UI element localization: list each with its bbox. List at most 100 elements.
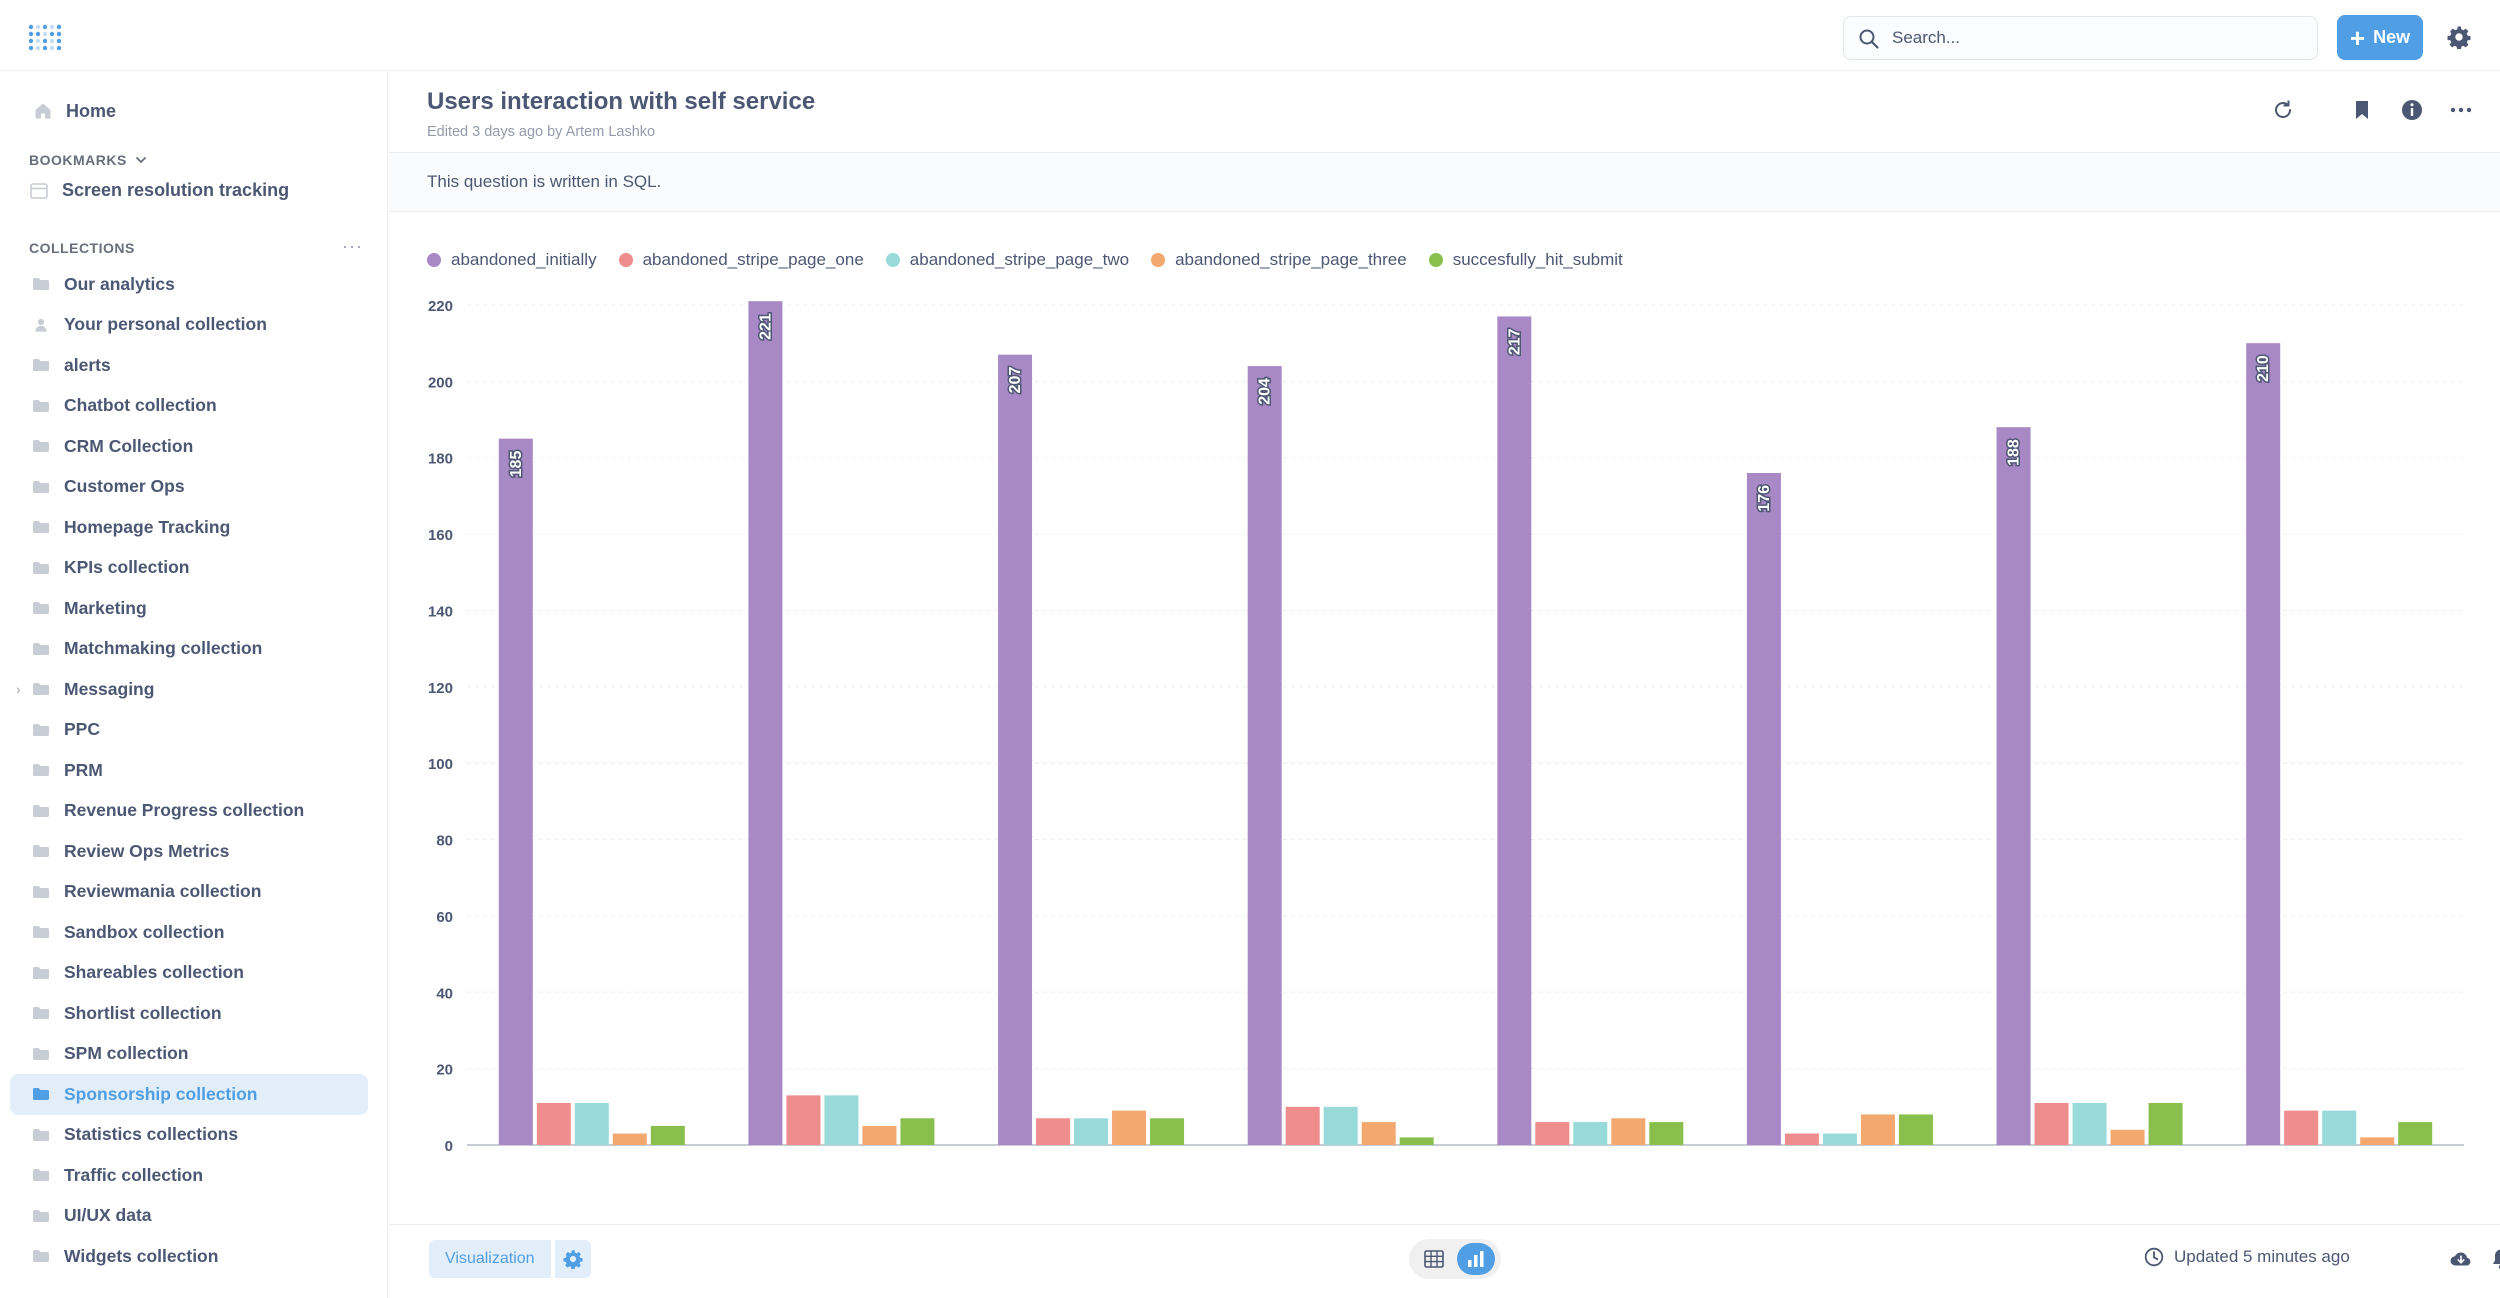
bar[interactable]	[748, 301, 783, 1145]
refresh-icon[interactable]	[2271, 98, 2295, 122]
bar[interactable]	[2360, 1137, 2395, 1145]
bar[interactable]	[824, 1095, 859, 1145]
bar[interactable]	[786, 1095, 821, 1145]
sidebar-collection-item[interactable]: Our analytics	[10, 264, 368, 305]
legend-item[interactable]: succesfully_hit_submit	[1428, 250, 1623, 270]
bar[interactable]	[612, 1133, 647, 1145]
sidebar-collection-item[interactable]: Chatbot collection	[10, 386, 368, 427]
bar[interactable]	[1898, 1114, 1933, 1145]
bar[interactable]	[2284, 1110, 2319, 1145]
gear-icon[interactable]	[2447, 25, 2471, 49]
sidebar-collection-item[interactable]: Sandbox collection	[10, 912, 368, 953]
bar[interactable]	[1573, 1122, 1608, 1145]
bar[interactable]	[900, 1118, 935, 1145]
sidebar-collection-label: KPIs collection	[64, 557, 190, 578]
bar[interactable]	[1361, 1122, 1396, 1145]
download-icon[interactable]	[2449, 1247, 2473, 1271]
bar[interactable]	[2398, 1122, 2433, 1145]
collections-more-icon[interactable]: ···	[342, 236, 363, 256]
sidebar-collection-item[interactable]: KPIs collection	[10, 548, 368, 589]
sidebar-collection-item[interactable]: Reviewmania collection	[10, 872, 368, 913]
bar[interactable]	[998, 354, 1033, 1145]
bar[interactable]	[1649, 1122, 1684, 1145]
sidebar-collection-item[interactable]: Customer Ops	[10, 467, 368, 508]
sidebar-collection-item[interactable]: Homepage Tracking	[10, 507, 368, 548]
sidebar-collection-item[interactable]: UI/UX data	[10, 1196, 368, 1237]
bookmark-icon[interactable]	[2350, 98, 2374, 122]
bar[interactable]	[1285, 1106, 1320, 1145]
bar[interactable]	[1746, 473, 1781, 1145]
sidebar-collection-item[interactable]: Widgets collection	[10, 1236, 368, 1277]
search-input[interactable]	[1892, 25, 2292, 51]
bar[interactable]	[1535, 1122, 1570, 1145]
sidebar-collection-item[interactable]: Sponsorship collection	[10, 1074, 368, 1115]
sidebar-item-home[interactable]: Home	[34, 96, 116, 126]
sidebar-collection-item[interactable]: PRM	[10, 750, 368, 791]
bar[interactable]	[1784, 1133, 1819, 1145]
bar[interactable]	[2034, 1103, 2069, 1145]
chart-view-button[interactable]	[1457, 1243, 1495, 1275]
sidebar-collection-item[interactable]: PPC	[10, 710, 368, 751]
bar[interactable]	[536, 1103, 571, 1145]
question-title[interactable]: Users interaction with self service	[427, 88, 816, 115]
bar[interactable]	[1247, 366, 1282, 1145]
bar[interactable]	[2110, 1129, 2145, 1145]
sidebar-collection-item[interactable]: Traffic collection	[10, 1155, 368, 1196]
bookmarks-section-toggle[interactable]: BOOKMARKS	[29, 152, 147, 168]
sidebar-collection-item[interactable]: Statistics collections	[10, 1115, 368, 1156]
legend-item[interactable]: abandoned_stripe_page_two	[885, 250, 1129, 270]
info-icon[interactable]	[2400, 98, 2424, 122]
sidebar-collection-label: Shortlist collection	[64, 1002, 222, 1023]
search-box[interactable]	[1843, 16, 2318, 60]
y-tick-label: 140	[428, 603, 453, 620]
table-view-button[interactable]	[1417, 1245, 1451, 1273]
person-icon	[35, 318, 47, 332]
sidebar-collection-item[interactable]: Revenue Progress collection	[10, 791, 368, 832]
visualization-button[interactable]: Visualization	[429, 1240, 551, 1278]
bar[interactable]	[1996, 427, 2031, 1145]
y-tick-label: 80	[436, 833, 453, 850]
bar[interactable]	[2072, 1103, 2107, 1145]
bar[interactable]	[2148, 1103, 2183, 1145]
metabase-logo-icon[interactable]	[28, 24, 62, 52]
bar[interactable]	[1399, 1137, 1434, 1145]
sidebar-collection-label: Chatbot collection	[64, 395, 217, 416]
main-content: Users interaction with self service Edit…	[389, 72, 2500, 1298]
bar[interactable]	[1150, 1118, 1185, 1145]
bar[interactable]	[1860, 1114, 1895, 1145]
sidebar-collection-item[interactable]: Your personal collection	[10, 305, 368, 346]
bar[interactable]	[1497, 316, 1532, 1145]
bar[interactable]	[1074, 1118, 1109, 1145]
sidebar-collection-item[interactable]: › Messaging	[10, 669, 368, 710]
bar[interactable]	[650, 1125, 685, 1145]
chevron-right-icon[interactable]: ›	[16, 681, 21, 697]
sidebar-collection-item[interactable]: alerts	[10, 345, 368, 386]
more-options-icon[interactable]	[2449, 98, 2473, 122]
sidebar-collection-item[interactable]: Shareables collection	[10, 953, 368, 994]
sidebar-collection-item[interactable]: Matchmaking collection	[10, 629, 368, 670]
new-button[interactable]: + New	[2337, 15, 2423, 60]
bar[interactable]	[1112, 1110, 1147, 1145]
legend-item[interactable]: abandoned_initially	[427, 250, 597, 270]
legend-item[interactable]: abandoned_stripe_page_one	[618, 250, 864, 270]
bar[interactable]	[1323, 1106, 1358, 1145]
sidebar-collection-item[interactable]: SPM collection	[10, 1034, 368, 1075]
question-last-edited[interactable]: Edited 3 days ago by Artem Lashko	[427, 124, 656, 140]
visualization-settings-button[interactable]	[553, 1240, 591, 1278]
bell-icon[interactable]	[2489, 1247, 2500, 1271]
bar[interactable]	[862, 1125, 897, 1145]
bookmark-item[interactable]: Screen resolution tracking	[30, 180, 289, 201]
bar[interactable]	[1822, 1133, 1857, 1145]
bar[interactable]	[2246, 343, 2281, 1145]
sidebar-collection-item[interactable]: Shortlist collection	[10, 993, 368, 1034]
bar[interactable]	[1036, 1118, 1071, 1145]
bar[interactable]	[2322, 1110, 2357, 1145]
sidebar-collection-item[interactable]: CRM Collection	[10, 426, 368, 467]
folder-icon	[33, 561, 49, 574]
bar[interactable]	[1611, 1118, 1646, 1145]
sidebar-collection-item[interactable]: Marketing	[10, 588, 368, 629]
bar[interactable]	[498, 438, 533, 1145]
bar[interactable]	[574, 1103, 609, 1145]
sidebar-collection-item[interactable]: Review Ops Metrics	[10, 831, 368, 872]
legend-item[interactable]: abandoned_stripe_page_three	[1151, 250, 1407, 270]
